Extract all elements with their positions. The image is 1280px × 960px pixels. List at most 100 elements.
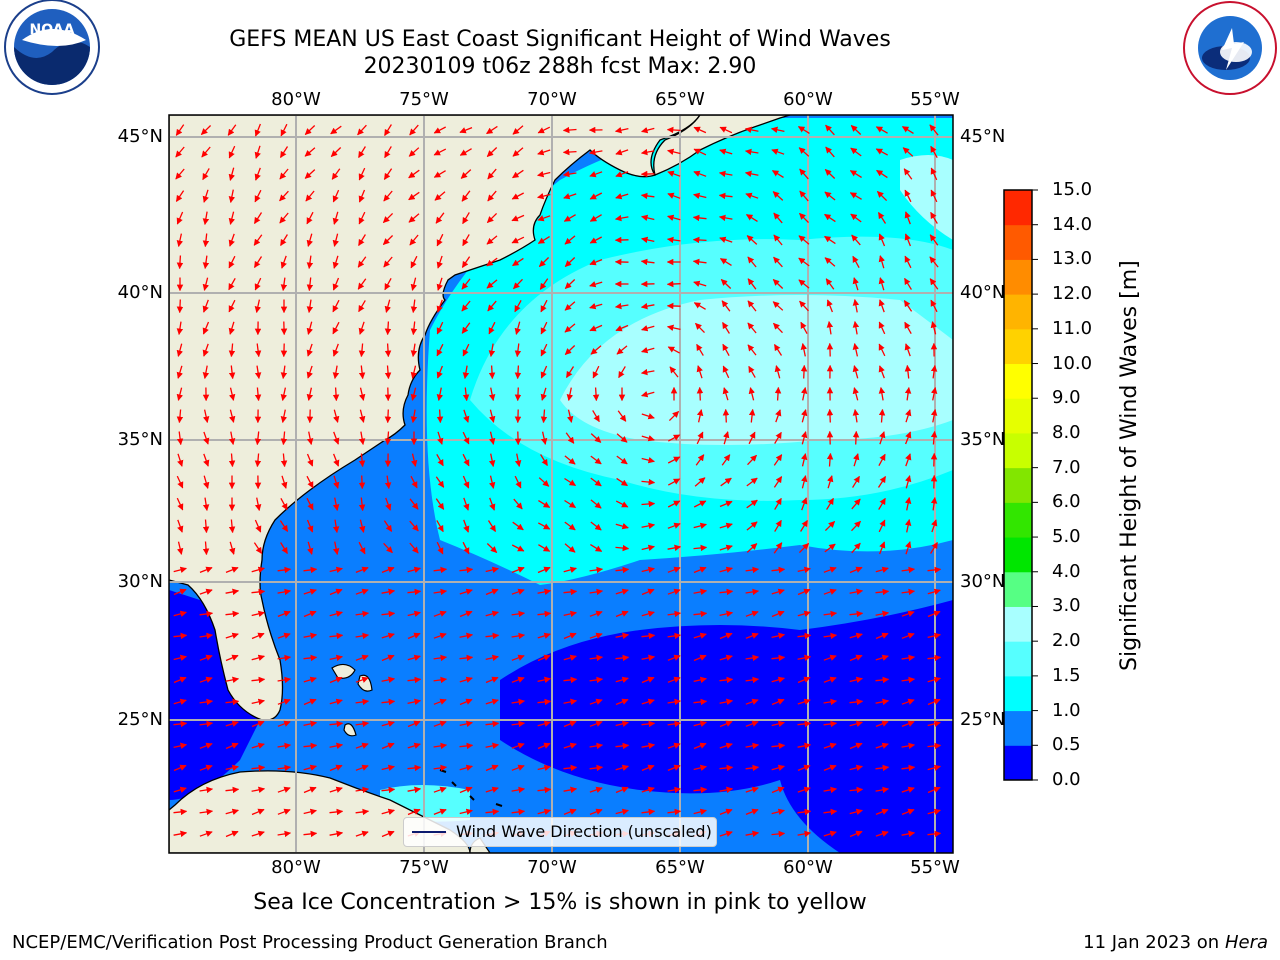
lat-label-left: 30°N xyxy=(117,571,163,592)
wind-wave-arrow xyxy=(459,808,473,816)
wind-wave-arrow xyxy=(280,542,288,555)
wind-wave-arrow xyxy=(381,720,395,727)
wind-wave-arrow xyxy=(225,720,239,727)
colorbar-segment xyxy=(1004,710,1032,746)
wind-wave-arrow xyxy=(563,193,577,200)
wind-wave-arrow xyxy=(930,321,937,335)
wind-wave-arrow xyxy=(459,126,473,134)
wind-wave-arrow xyxy=(333,475,340,489)
wind-wave-arrow xyxy=(615,654,630,662)
wind-wave-arrow xyxy=(384,343,392,358)
wind-wave-arrow xyxy=(640,368,655,376)
wind-wave-arrow xyxy=(175,146,185,158)
wind-wave-arrow xyxy=(719,720,733,728)
wind-wave-arrow xyxy=(823,720,838,728)
wind-wave-arrow xyxy=(485,808,500,816)
wind-wave-arrow xyxy=(511,236,525,244)
wind-wave-arrow xyxy=(514,453,522,468)
wind-wave-arrow xyxy=(251,698,265,706)
lon-label-bottom: 60°W xyxy=(783,857,833,878)
wind-wave-arrow xyxy=(537,786,552,794)
wind-wave-arrow xyxy=(332,255,339,269)
wind-wave-arrow xyxy=(824,543,836,553)
wind-wave-arrow xyxy=(330,147,342,157)
wind-wave-arrow xyxy=(199,786,214,794)
wind-wave-arrow xyxy=(875,808,889,816)
wind-wave-arrow xyxy=(329,610,343,617)
wind-wave-arrow xyxy=(930,541,938,554)
wind-wave-arrow xyxy=(903,168,913,180)
wind-wave-arrow xyxy=(927,676,941,683)
wind-wave-arrow xyxy=(875,830,889,837)
wind-wave-arrow xyxy=(692,236,707,244)
wind-wave-arrow xyxy=(277,830,292,838)
wind-wave-arrow xyxy=(824,257,836,267)
wind-wave-arrow xyxy=(565,366,575,379)
wind-wave-arrow xyxy=(875,148,889,156)
wind-wave-arrow xyxy=(176,365,183,379)
wind-wave-arrow xyxy=(693,786,708,794)
wind-wave-arrow xyxy=(565,432,575,444)
wind-wave-arrow xyxy=(904,211,911,225)
wind-wave-arrow xyxy=(358,387,366,401)
credit-text: NCEP/EMC/Verification Post Processing Pr… xyxy=(12,932,608,953)
wind-wave-arrow xyxy=(875,632,889,640)
wind-wave-arrow xyxy=(384,475,392,490)
wind-wave-arrow xyxy=(303,786,317,794)
wind-wave-arrow xyxy=(747,454,757,466)
wind-wave-arrow xyxy=(879,431,886,445)
wind-wave-arrow xyxy=(721,454,731,466)
wind-wave-arrow xyxy=(277,698,291,705)
wind-wave-arrow xyxy=(875,786,890,794)
wind-wave-arrow xyxy=(225,632,239,639)
wind-wave-arrow xyxy=(277,610,291,618)
wind-wave-arrow xyxy=(202,321,210,335)
wind-wave-arrow xyxy=(254,365,262,380)
wind-wave-arrow xyxy=(329,654,343,662)
wind-wave-arrow xyxy=(410,365,418,379)
land-north-america xyxy=(169,115,701,721)
wind-wave-arrow xyxy=(355,610,370,618)
wind-wave-arrow xyxy=(332,321,340,335)
wind-wave-arrow xyxy=(228,431,236,446)
wind-wave-arrow xyxy=(877,475,887,488)
wind-wave-arrow xyxy=(332,211,339,225)
wind-wave-arrow xyxy=(747,256,757,268)
wind-wave-arrow xyxy=(563,786,578,794)
wind-wave-arrow xyxy=(279,190,289,202)
wind-wave-arrow xyxy=(641,522,656,530)
wind-wave-arrow xyxy=(225,566,239,574)
wind-wave-arrow xyxy=(800,342,808,357)
colorbar-tick-label: 15.0 xyxy=(1052,179,1093,200)
wind-wave-arrow xyxy=(332,277,340,291)
wind-wave-arrow xyxy=(852,408,860,423)
wind-wave-arrow xyxy=(563,588,578,596)
wind-wave-arrow xyxy=(225,654,239,662)
wind-wave-arrow xyxy=(329,566,343,574)
wind-wave-arrow xyxy=(203,475,210,489)
wind-wave-arrow xyxy=(459,588,473,595)
wind-wave-arrow xyxy=(407,654,421,661)
wind-wave-arrow xyxy=(720,477,732,487)
colorbar-tick-label: 0.0 xyxy=(1052,769,1081,790)
wind-wave-arrow xyxy=(589,808,603,816)
wind-wave-arrow xyxy=(693,544,708,552)
wind-wave-arrow xyxy=(381,830,395,838)
wind-wave-arrow xyxy=(303,742,318,750)
wind-wave-arrow xyxy=(358,497,366,512)
wind-wave-arrow xyxy=(514,387,522,402)
wind-wave-arrow xyxy=(615,742,630,750)
wind-wave-arrow xyxy=(358,300,366,313)
wind-wave-arrow xyxy=(666,126,681,134)
wind-wave-arrow xyxy=(332,343,339,357)
lon-label-top: 60°W xyxy=(783,89,833,110)
wind-wave-arrow xyxy=(667,500,681,508)
wind-wave-arrow xyxy=(459,148,472,156)
wind-wave-arrow xyxy=(718,170,733,178)
wind-wave-arrow xyxy=(202,519,210,534)
colorbar-tick-label: 1.5 xyxy=(1052,664,1081,686)
wind-wave-arrow xyxy=(746,543,758,553)
wind-wave-arrow xyxy=(358,431,366,446)
wind-wave-arrow xyxy=(589,632,603,639)
wind-wave-arrow xyxy=(511,610,526,618)
